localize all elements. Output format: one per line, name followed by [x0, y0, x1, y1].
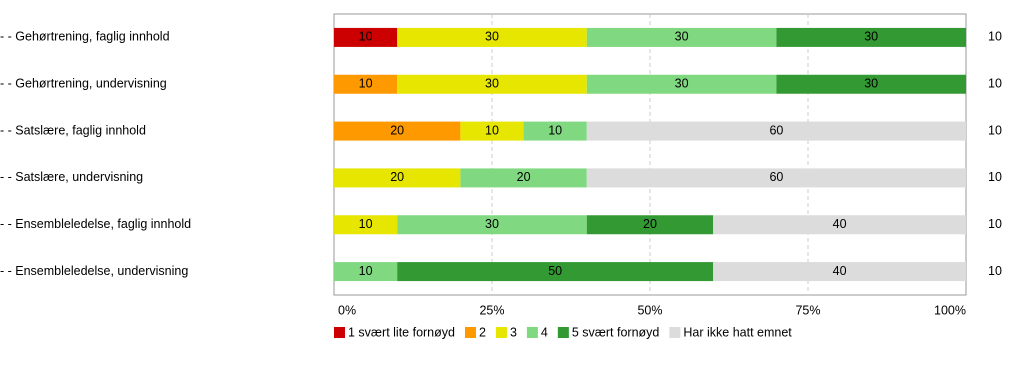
- x-tick-label: 25%: [479, 303, 504, 317]
- bar-segment: [334, 262, 398, 282]
- bar-segment: [397, 215, 587, 235]
- bar-segment: [586, 74, 777, 94]
- x-tick-label: 100%: [934, 303, 966, 317]
- legend-swatch: [495, 327, 507, 338]
- data-label: 30: [864, 30, 878, 44]
- x-tick-label: 50%: [637, 303, 662, 317]
- y-tick-label: - - Satslære, faglig innhold: [0, 123, 146, 137]
- data-label: 20: [517, 170, 531, 184]
- data-label: 50: [548, 264, 562, 278]
- bar-segment: [713, 215, 966, 235]
- data-label: 40: [833, 264, 847, 278]
- bar-segment: [523, 121, 587, 141]
- data-label: 10: [359, 264, 373, 278]
- data-label: 20: [390, 170, 404, 184]
- n-label: 10: [988, 264, 1002, 278]
- data-label: 30: [485, 217, 499, 231]
- legend-swatch: [464, 327, 476, 338]
- x-tick-label: 75%: [795, 303, 820, 317]
- data-label: 60: [769, 123, 783, 137]
- data-label: 10: [359, 30, 373, 44]
- legend-swatch: [334, 327, 345, 338]
- bar-segment: [776, 27, 966, 47]
- legend-label: 5 svært fornøyd: [572, 325, 660, 339]
- legend-label: 3: [510, 325, 517, 339]
- legend-label: 4: [541, 325, 548, 339]
- bar-segment: [586, 168, 966, 188]
- bar-segment: [586, 215, 714, 235]
- bar-segment: [460, 121, 524, 141]
- data-label: 20: [390, 123, 404, 137]
- legend-label: Har ikke hatt emnet: [683, 325, 792, 339]
- legend-swatch: [669, 327, 681, 338]
- legend-swatch: [557, 327, 569, 338]
- bar-segment: [334, 74, 398, 94]
- n-label: 10: [988, 30, 1002, 44]
- data-label: 40: [833, 217, 847, 231]
- x-tick-label: 0%: [338, 303, 356, 317]
- bar-segment: [586, 27, 777, 47]
- data-label: 30: [675, 30, 689, 44]
- bar-segment: [397, 262, 714, 282]
- legend-label: 2: [479, 325, 486, 339]
- n-label: 10: [988, 77, 1002, 91]
- data-label: 10: [485, 123, 499, 137]
- bar-segment: [586, 121, 966, 141]
- data-label: 30: [485, 30, 499, 44]
- data-label: 30: [485, 77, 499, 91]
- n-label: 10: [988, 123, 1002, 137]
- bar-segment: [460, 168, 587, 188]
- y-tick-label: - - Gehørtrening, undervisning: [0, 77, 167, 91]
- y-tick-label: - - Ensembleledelse, faglig innhold: [0, 217, 191, 231]
- bar-segment: [397, 74, 587, 94]
- bar-segment: [334, 121, 461, 141]
- bar-segment: [334, 215, 398, 235]
- data-label: 10: [548, 123, 562, 137]
- data-label: 30: [675, 77, 689, 91]
- bar-segment: [334, 168, 461, 188]
- legend-swatch: [526, 327, 538, 338]
- n-label: 10: [988, 170, 1002, 184]
- legend-label: 1 svært lite fornøyd: [348, 325, 455, 339]
- y-tick-label: - - Satslære, undervisning: [0, 170, 143, 184]
- data-label: 30: [864, 77, 878, 91]
- bar-segment: [334, 27, 398, 47]
- n-label: 10: [988, 217, 1002, 231]
- data-label: 10: [359, 217, 373, 231]
- y-tick-label: - - Gehørtrening, faglig innhold: [0, 30, 170, 44]
- bar-segment: [397, 27, 587, 47]
- data-label: 60: [769, 170, 783, 184]
- data-label: 20: [643, 217, 657, 231]
- bar-segment: [776, 74, 966, 94]
- y-tick-label: - - Ensembleledelse, undervisning: [0, 264, 188, 278]
- bar-segment: [713, 262, 966, 282]
- data-label: 10: [359, 77, 373, 91]
